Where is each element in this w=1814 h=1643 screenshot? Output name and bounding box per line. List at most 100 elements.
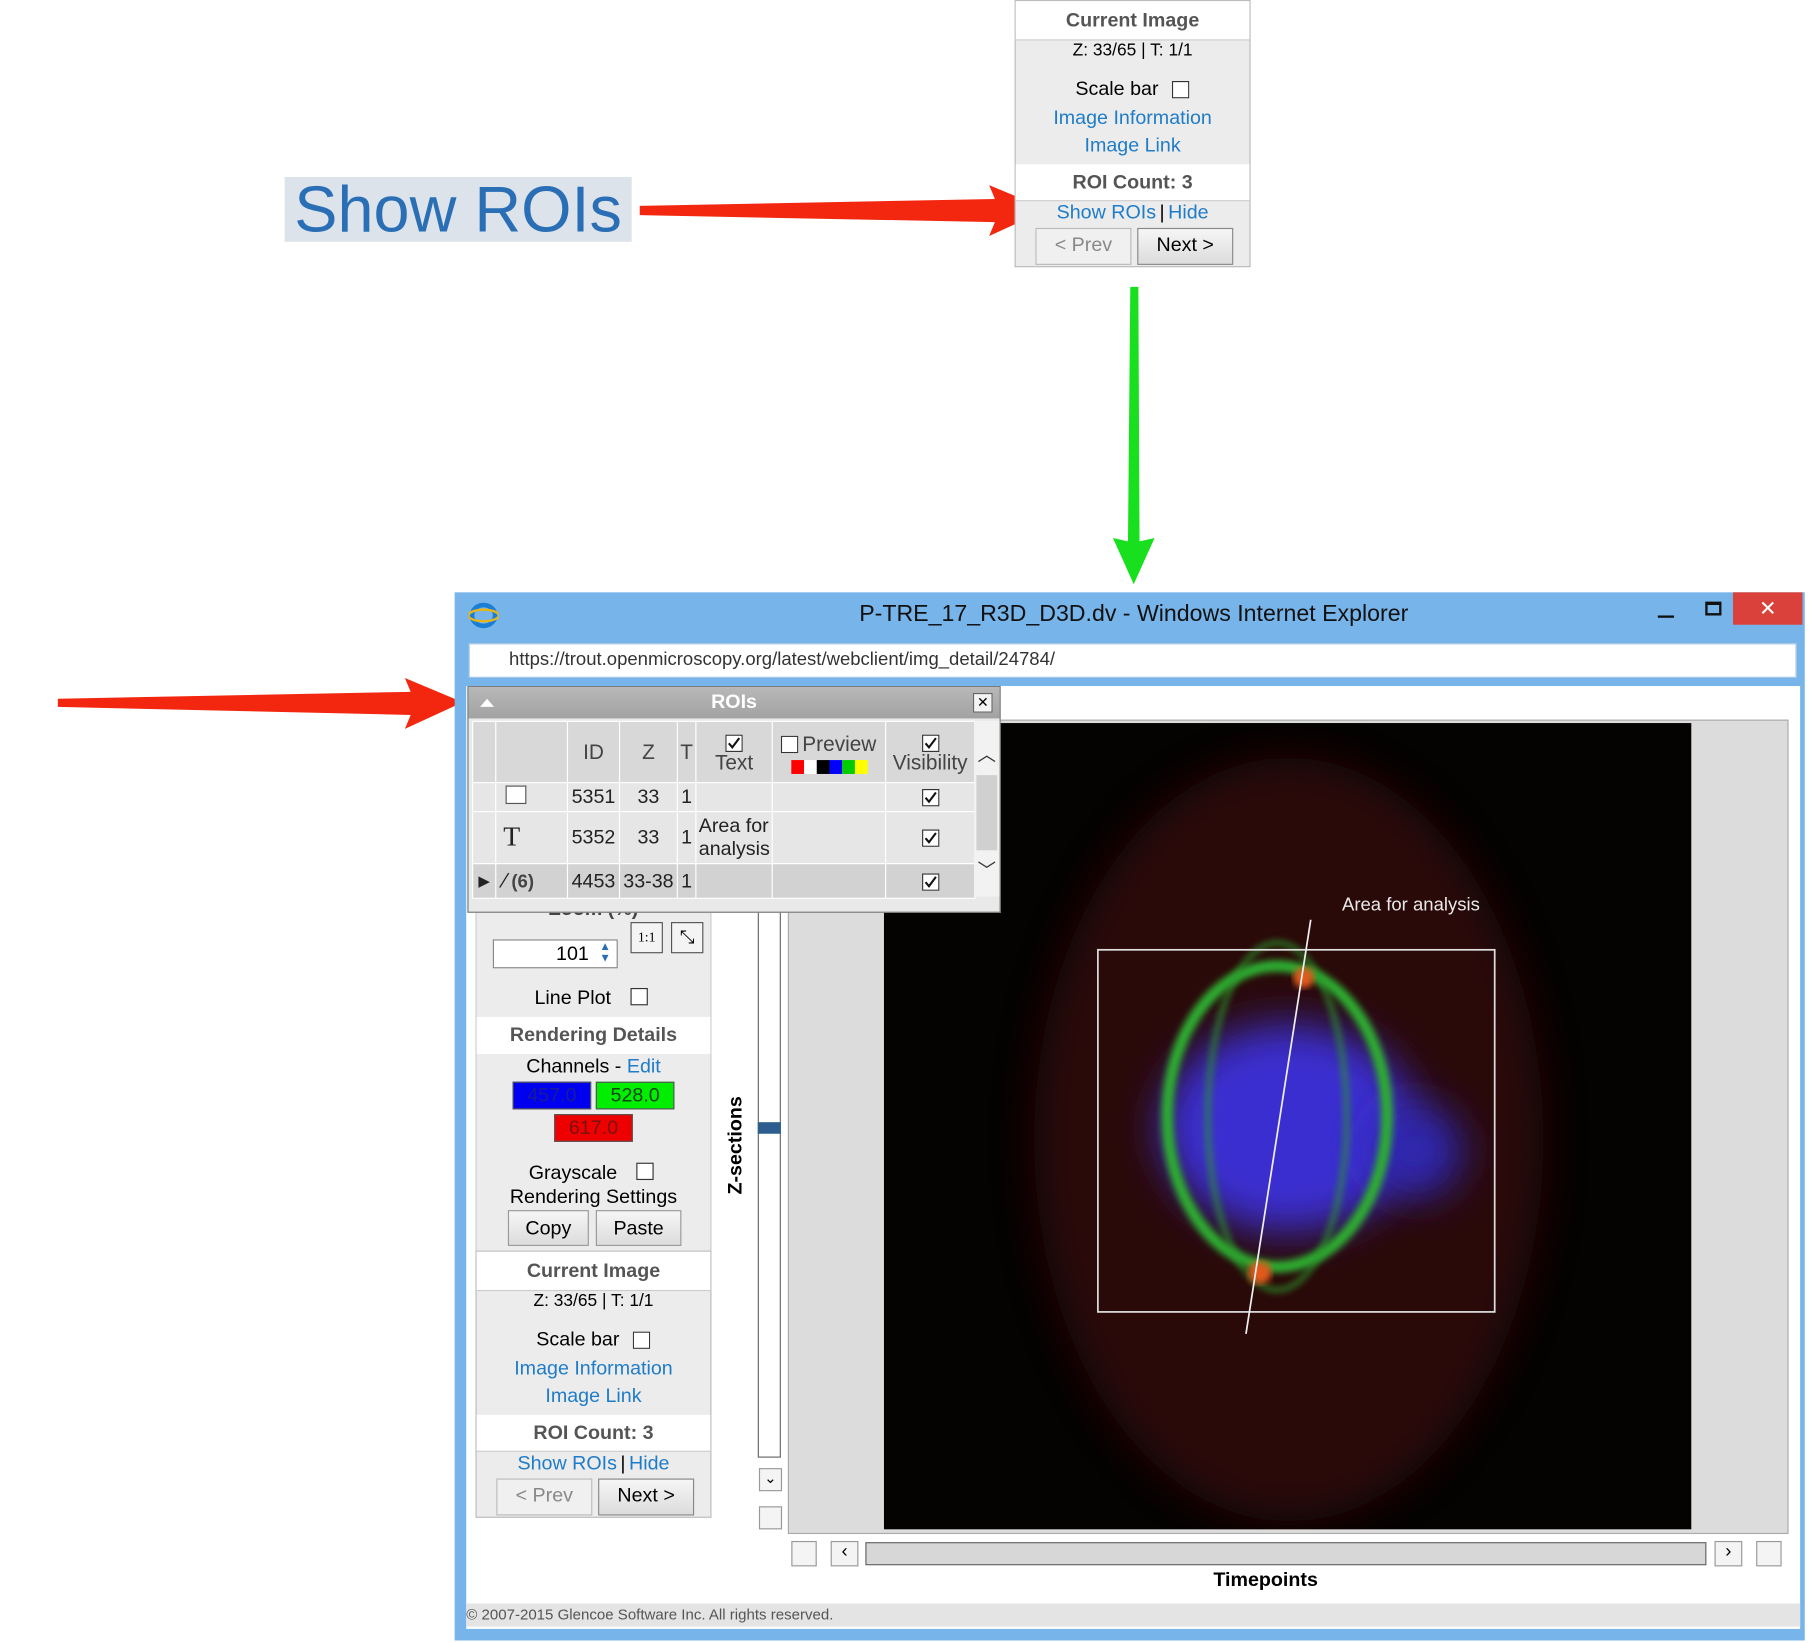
channel-button[interactable]: 457.0 (512, 1081, 592, 1110)
separator: | (620, 1451, 626, 1474)
shape-count: (6) (511, 872, 534, 892)
preview-cell (771, 863, 887, 899)
collapse-icon[interactable] (480, 698, 494, 707)
visibility-cell (885, 782, 976, 813)
image-information-link[interactable]: Image Information (514, 1357, 673, 1380)
maximize[interactable] (1705, 601, 1722, 616)
microscopy-image (883, 723, 1692, 1530)
image-information-link[interactable]: Image Information (1053, 106, 1212, 129)
scale-bar-label: Scale bar (536, 1328, 620, 1351)
column-header-cell: Visibility (885, 720, 976, 784)
callout-label: Show ROIs (284, 176, 632, 242)
next-button[interactable]: Next > (1137, 227, 1234, 265)
swatch (816, 759, 829, 774)
roi-count: ROI Count: 3 (1015, 164, 1250, 202)
prev-button[interactable]: < Prev (1035, 227, 1132, 265)
address-bar[interactable]: https://trout.openmicroscopy.org/latest/… (468, 643, 1797, 678)
checkbox[interactable] (921, 872, 939, 891)
rect-icon (505, 784, 527, 804)
checkbox[interactable] (1172, 81, 1190, 99)
z-t-info: Z: 33/65 | T: 1/1 (533, 1291, 654, 1311)
roi-id: 4453 (566, 863, 621, 899)
preview-row: Preview (773, 733, 885, 754)
edit-link[interactable]: Edit (626, 1055, 661, 1078)
green-arrow (1112, 286, 1155, 585)
scale-bar-row: Scale bar (477, 1328, 711, 1351)
roi-line (1245, 919, 1312, 1335)
last-button[interactable] (1756, 1540, 1782, 1567)
roi-t: 1 (676, 810, 697, 865)
checkbox[interactable] (633, 1331, 651, 1349)
expand-arrow[interactable]: ▶ (472, 863, 497, 899)
scale-bar-row: Scale bar (1016, 78, 1250, 101)
line-icon: ⁄ (503, 868, 507, 892)
roi-annotation: Area for analysis (1341, 895, 1480, 916)
swatch (841, 759, 855, 774)
timepoint-slider[interactable] (865, 1542, 1707, 1566)
zoom-spinner[interactable]: ▲ ▼ (599, 940, 611, 965)
window-title: P-TRE_17_R3D_D3D.dv - Windows Internet E… (859, 601, 1409, 628)
red-arrow-left (57, 677, 463, 729)
roi-z: 33 (618, 782, 678, 813)
z-last[interactable] (758, 1506, 783, 1530)
show-rois-link[interactable]: Show ROIs (517, 1451, 617, 1474)
show-hide-row: Show ROIs | Hide (1016, 201, 1250, 224)
checkbox[interactable] (725, 734, 743, 752)
roi-t: 1 (676, 782, 697, 813)
roi-rectangle (1097, 948, 1496, 1313)
grayscale-checkbox[interactable] (636, 1162, 654, 1181)
prev-timepoint[interactable]: ‹ (830, 1540, 859, 1567)
line-plot-label: Line Plot (534, 986, 612, 1009)
checkbox[interactable] (781, 736, 799, 754)
paste-button[interactable]: Paste (595, 1210, 682, 1246)
visibility-cell (885, 810, 976, 865)
scale-bar-label: Scale bar (1075, 77, 1159, 100)
next-button[interactable]: Next > (598, 1478, 695, 1516)
zoom-fit[interactable]: ⤡ (670, 922, 704, 954)
rendering-settings: Rendering Settings (509, 1185, 678, 1208)
checkbox[interactable] (921, 829, 939, 847)
scrollbar[interactable]: ︿ ﹀ (974, 720, 1000, 897)
zoom-input[interactable]: 101 (492, 939, 618, 969)
image-link[interactable]: Image Link (1084, 134, 1181, 157)
checkbox[interactable] (921, 789, 939, 807)
line-plot-checkbox[interactable] (630, 987, 648, 1006)
column-header: ID (566, 720, 621, 784)
color-swatches (773, 756, 885, 774)
hide-link[interactable]: Hide (1168, 201, 1209, 224)
prev-button[interactable]: < Prev (496, 1478, 593, 1516)
channel-button[interactable]: 528.0 (595, 1081, 675, 1110)
z-down[interactable]: ⌄ (758, 1468, 783, 1492)
zoom-1-1[interactable]: 1:1 (630, 922, 663, 954)
z-handle[interactable] (757, 1122, 781, 1134)
text-cell (695, 863, 773, 899)
dialog-close[interactable]: ✕ (972, 692, 993, 713)
next-timepoint[interactable]: › (1714, 1540, 1743, 1567)
roi-count: ROI Count: 3 (476, 1414, 711, 1452)
first-button[interactable] (791, 1540, 817, 1567)
cell (495, 720, 569, 784)
show-rois-link[interactable]: Show ROIs (1056, 201, 1157, 224)
image-panel: Current Image Z: 33/65 | T: 1/1 Scale bar I… (475, 1250, 712, 1518)
channels-row: Channels - Edit (477, 1055, 711, 1078)
copy-button[interactable]: Copy (507, 1210, 589, 1246)
z-sections-label: Z-sections (724, 1096, 747, 1195)
z-t-info: Z: 33/65 | T: 1/1 (1072, 40, 1193, 61)
column-header: Preview (802, 731, 877, 755)
timepoints-label: Timepoints (1213, 1568, 1318, 1591)
image-link[interactable]: Image Link (545, 1384, 642, 1407)
close[interactable]: ✕ (1733, 592, 1803, 625)
header-row: ID Z T Text Preview Visibility (472, 720, 976, 784)
column-header: Text (714, 750, 754, 774)
minimize[interactable] (1657, 599, 1675, 618)
hide-link[interactable]: Hide (629, 1451, 670, 1474)
channel-button[interactable]: 617.0 (554, 1114, 633, 1142)
swatch (828, 759, 842, 774)
checkbox[interactable] (921, 734, 939, 752)
column-header-cell: Preview (771, 720, 887, 784)
cell (472, 782, 497, 813)
column-header: Z (618, 720, 678, 784)
roi-table: ID Z T Text Preview Visibility 5351 33 1 T 5352 33 1… (472, 720, 976, 899)
z-slider[interactable] (757, 908, 781, 1458)
